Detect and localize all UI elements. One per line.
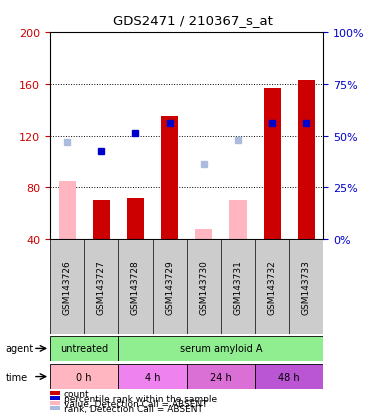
- Text: serum amyloid A: serum amyloid A: [180, 344, 262, 354]
- Bar: [264, 88, 281, 240]
- Bar: [161, 117, 178, 240]
- Text: GSM143731: GSM143731: [233, 260, 243, 314]
- Text: agent: agent: [6, 344, 34, 354]
- Text: value, Detection Call = ABSENT: value, Detection Call = ABSENT: [64, 399, 207, 408]
- Text: count: count: [64, 389, 89, 398]
- Bar: [187, 364, 255, 389]
- Bar: [59, 181, 76, 240]
- Bar: [298, 81, 315, 240]
- Text: GSM143728: GSM143728: [131, 260, 140, 314]
- Text: 48 h: 48 h: [278, 372, 300, 382]
- Bar: [229, 201, 246, 240]
- Bar: [50, 364, 119, 389]
- Bar: [195, 229, 213, 240]
- Text: untreated: untreated: [60, 344, 108, 354]
- Bar: [93, 201, 110, 240]
- Text: GSM143726: GSM143726: [63, 260, 72, 314]
- Text: percentile rank within the sample: percentile rank within the sample: [64, 394, 217, 403]
- Bar: [119, 336, 323, 361]
- Text: GSM143733: GSM143733: [302, 260, 311, 314]
- Text: 24 h: 24 h: [210, 372, 232, 382]
- Text: GSM143729: GSM143729: [165, 260, 174, 314]
- Bar: [127, 198, 144, 240]
- Text: 4 h: 4 h: [145, 372, 160, 382]
- Text: GSM143732: GSM143732: [268, 260, 277, 314]
- Text: GDS2471 / 210367_s_at: GDS2471 / 210367_s_at: [112, 14, 273, 27]
- Text: GSM143727: GSM143727: [97, 260, 106, 314]
- Bar: [255, 364, 323, 389]
- Bar: [50, 336, 119, 361]
- Text: GSM143730: GSM143730: [199, 260, 208, 314]
- Text: rank, Detection Call = ABSENT: rank, Detection Call = ABSENT: [64, 404, 203, 413]
- Text: 0 h: 0 h: [77, 372, 92, 382]
- Text: time: time: [6, 372, 28, 382]
- Bar: [119, 364, 187, 389]
